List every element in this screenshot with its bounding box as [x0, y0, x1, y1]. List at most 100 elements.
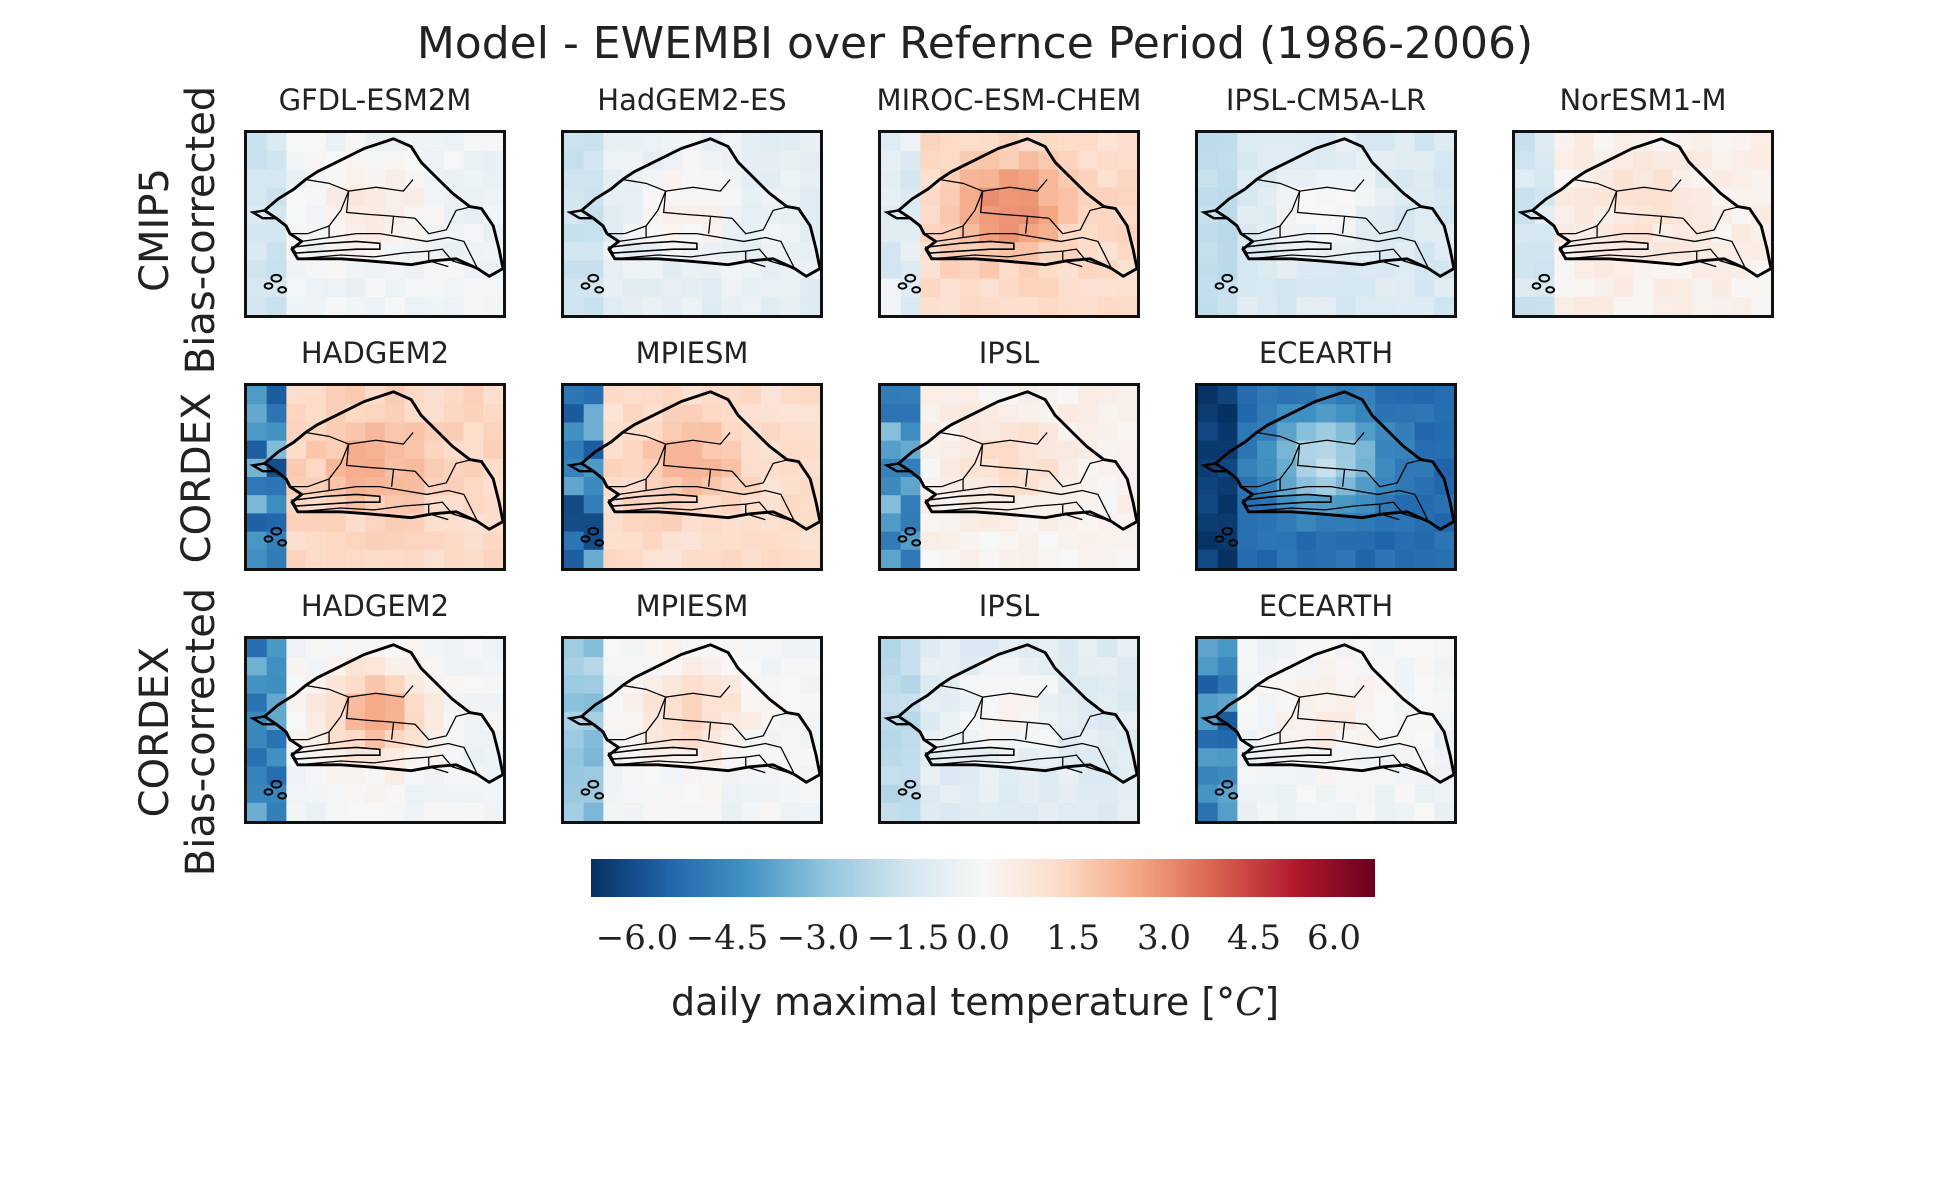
heatmap-cell — [1375, 440, 1396, 460]
heatmap-cell — [662, 440, 683, 460]
heatmap-cell — [306, 784, 327, 804]
heatmap-cell — [741, 639, 762, 658]
heatmap-cell — [345, 440, 366, 460]
heatmap-cell — [701, 242, 723, 261]
heatmap-cell — [1097, 205, 1118, 225]
heatmap-cell — [483, 133, 503, 152]
heatmap-cell — [959, 205, 981, 225]
heatmap-cell — [1217, 296, 1238, 315]
heatmap-cell — [345, 711, 366, 731]
heatmap-cell — [306, 440, 327, 460]
heatmap-cell — [999, 531, 1020, 551]
map-panel — [1195, 130, 1457, 318]
heatmap-cell — [881, 440, 902, 460]
region-border — [1241, 493, 1332, 507]
heatmap-cell — [583, 296, 604, 315]
heatmap-cell — [1375, 278, 1396, 298]
heatmap-cell — [623, 296, 644, 315]
heatmap-cell — [800, 151, 820, 170]
region-border — [1256, 684, 1301, 741]
island-outline — [587, 779, 600, 789]
heatmap-cell — [325, 531, 347, 551]
region-border — [1256, 431, 1301, 488]
heatmap-cell — [800, 784, 820, 804]
heatmap-cell — [900, 386, 921, 405]
heatmap-cell — [424, 675, 445, 695]
heatmap-cell — [1316, 404, 1337, 423]
heatmap-cell — [760, 386, 782, 405]
colorbar-tick: −3.0 — [776, 918, 860, 958]
heatmap-cell — [384, 711, 406, 731]
heatmap-cell — [623, 133, 644, 152]
heatmap-cell — [1237, 639, 1258, 658]
heatmap-cell — [1672, 296, 1693, 315]
island-outline — [1228, 286, 1239, 294]
heatmap-cell — [1375, 133, 1396, 152]
heatmap-cell — [979, 784, 1000, 804]
heatmap-cell — [979, 187, 1000, 207]
row-label-line1: CORDEX — [132, 646, 178, 818]
heatmap-cell — [623, 531, 644, 551]
heatmap-cell — [662, 531, 683, 551]
heatmap-cell — [1574, 260, 1595, 280]
map-panel — [244, 383, 506, 571]
heatmap-cell — [404, 639, 425, 658]
heatmap-cell — [266, 693, 287, 713]
heatmap-cell — [583, 133, 604, 152]
region-border — [662, 697, 733, 725]
heatmap-cell — [1355, 657, 1376, 676]
heatmap-cell — [701, 693, 723, 713]
heatmap-cell — [642, 386, 664, 405]
heatmap-cell — [1335, 187, 1357, 207]
heatmap-cell — [979, 169, 1000, 189]
heatmap-cell — [1414, 531, 1435, 551]
heatmap-cell — [642, 458, 664, 478]
heatmap-cell — [1711, 296, 1733, 315]
heatmap-cell — [741, 260, 762, 280]
heatmap-cell — [1077, 224, 1099, 243]
heatmap-cell — [1198, 802, 1219, 821]
heatmap-cell — [920, 513, 941, 533]
heatmap-cell — [721, 458, 742, 478]
heatmap-cell — [682, 169, 703, 189]
heatmap-cell — [1296, 458, 1317, 478]
heatmap-cell — [384, 386, 406, 405]
colorbar-tick: −1.5 — [866, 918, 950, 958]
heatmap-cell — [365, 296, 386, 315]
region-border — [1365, 205, 1423, 235]
heatmap-cell — [1296, 169, 1317, 189]
heatmap-cell — [662, 675, 683, 695]
heatmap-cell — [1672, 187, 1693, 207]
heatmap-cell — [780, 169, 801, 189]
island-outline — [904, 526, 917, 536]
heatmap-cell — [1237, 802, 1258, 821]
heatmap-cell — [564, 440, 585, 460]
heatmap-cell — [345, 278, 366, 298]
heatmap-cell — [1097, 133, 1118, 152]
heatmap-cell — [1394, 169, 1416, 189]
heatmap-cell — [266, 422, 287, 442]
heatmap-cell — [1097, 458, 1118, 478]
heatmap-cell — [1117, 296, 1137, 315]
heatmap-cell — [266, 711, 287, 731]
map-panel — [561, 383, 823, 571]
region-border — [1296, 191, 1367, 219]
heatmap-cell — [920, 784, 941, 804]
heatmap-cell — [1394, 422, 1416, 442]
heatmap-cell — [959, 639, 981, 658]
heatmap-cell — [780, 675, 801, 695]
heatmap-cell — [1018, 458, 1040, 478]
heatmap-cell — [365, 495, 386, 514]
heatmap-cell — [1276, 549, 1298, 568]
heatmap-cell — [1731, 278, 1752, 298]
region-border — [979, 697, 1050, 725]
heatmap-cell — [1414, 477, 1435, 496]
heatmap-cell — [1316, 422, 1337, 442]
heatmap-cell — [286, 404, 307, 423]
region-border — [1252, 739, 1430, 775]
heatmap-cell — [1097, 693, 1118, 713]
heatmap-cell — [1217, 766, 1238, 786]
heatmap-cell — [1574, 278, 1595, 298]
region-border — [939, 178, 984, 235]
heatmap-cell — [741, 278, 762, 298]
